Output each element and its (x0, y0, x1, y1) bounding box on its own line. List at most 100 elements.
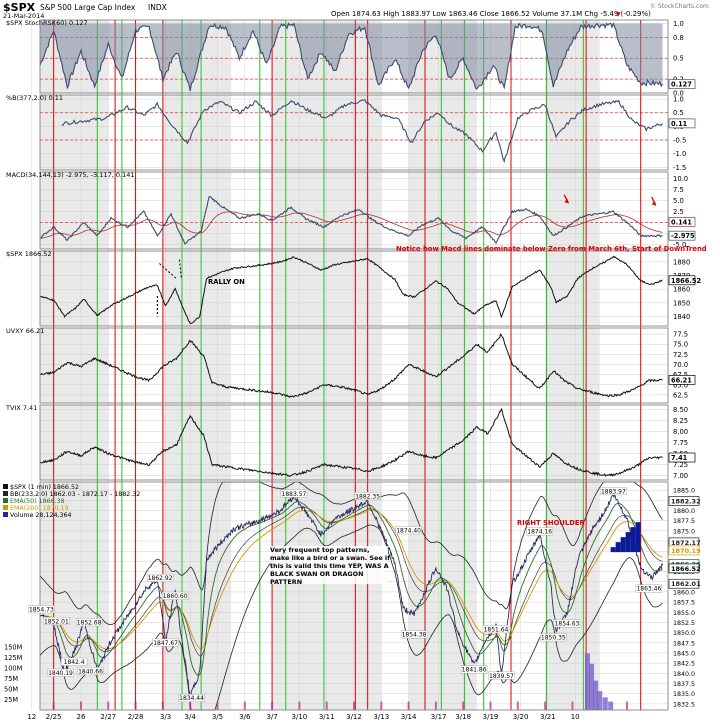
tick-label-uvxy: 65.0 (673, 381, 688, 389)
tick-label-main: 1857.5 (673, 600, 695, 607)
tick-label-pctb: -0.5 (673, 137, 686, 145)
panel-frame-pctb (39, 94, 669, 171)
tick-label-spx: 1880 (673, 258, 690, 266)
price-label: 1850.35 (541, 635, 566, 642)
pctb-line (61, 99, 663, 164)
shade-band-spx (545, 251, 600, 326)
price-label: 1840.66 (78, 668, 103, 675)
tick-label-uvxy: 62.5 (673, 391, 688, 399)
price-label-box (47, 668, 74, 677)
tick-label-uvxy: 77.5 (673, 331, 688, 339)
tick-label-uvxy: 75.0 (673, 341, 688, 349)
x-tick-label: 3/12 (346, 713, 362, 721)
tick-label-pctb: 0.5 (673, 109, 684, 117)
x-tick-label: 3/17 (431, 713, 447, 721)
uvxy-line (39, 332, 663, 399)
tick-label-main: 1852.5 (673, 620, 695, 627)
volume-open-bar (107, 701, 110, 710)
volume-bar (584, 653, 590, 710)
legend-volume: Volume 28,124,364 (10, 512, 71, 519)
grid-lines (31, 20, 668, 710)
tick-label-tvix: 8.25 (673, 417, 688, 425)
price-label-box (400, 630, 428, 639)
index-name: S&P 500 Large Cap Index (40, 3, 136, 12)
stochrsi-legend: $SPX StochRSI(60) 0.127 (6, 19, 88, 27)
price-label: 1851.64 (484, 626, 509, 633)
price-label-box (354, 492, 381, 500)
volume-open-bar (462, 701, 465, 710)
price-label: 1852.01 (44, 618, 69, 625)
price-label-box (75, 618, 103, 627)
price-label-box (488, 671, 515, 680)
last-value-macd: -2.975 (671, 232, 695, 240)
macd-signal-line (40, 211, 663, 239)
exchange: INDX (148, 3, 167, 12)
price-label-box (482, 625, 510, 634)
price-label: 1847.67 (153, 640, 178, 647)
tick-label-tvix: 7.75 (673, 439, 688, 447)
macd-line (39, 195, 663, 245)
volume-open-bar (626, 701, 629, 710)
price-label: 1842.4 (64, 659, 85, 666)
tick-label-main: 1840.0 (673, 671, 695, 678)
tick-label-main: 1835.0 (673, 691, 695, 698)
price-label-box (526, 527, 553, 536)
stochrsi-fill (40, 23, 663, 92)
volume-tick-label: 75M (4, 675, 18, 683)
price-label-box (178, 694, 205, 702)
main-last-value-box (668, 496, 700, 506)
price-label: 1883.57 (282, 491, 307, 498)
volume-bar (597, 691, 603, 710)
legend-swatch-price (3, 484, 8, 489)
volume-tick-label: 25M (4, 696, 18, 704)
volume-open-bar (134, 701, 137, 710)
tick-label-stochrsi: 0.0 (673, 90, 684, 98)
tick-label-tvix: 8.50 (673, 406, 688, 414)
x-tick-label: 3/3 (160, 713, 171, 721)
last-value-spx: 1866.52 (671, 277, 701, 285)
price-label: 1834.44 (179, 695, 204, 702)
volume-open-bar (353, 701, 355, 710)
shade-band-macd (408, 172, 477, 249)
last-value-pctb: 0.11 (671, 120, 688, 128)
volume-open-bar (516, 701, 519, 710)
price-label: 1863.46 (636, 586, 661, 593)
price-label: 1852.68 (77, 620, 102, 627)
price-label: 1883.97 (601, 488, 626, 495)
shade-band-macd (40, 172, 109, 249)
price-label: 1860.60 (163, 593, 188, 600)
volume-tick-label: 50M (4, 686, 18, 694)
legend-swatch-volume (3, 512, 8, 517)
annotation-marks (156, 194, 657, 553)
macd-red-arrowhead-icon (564, 198, 570, 204)
right-shoulder-annotation: RIGHT SHOULDER (517, 519, 586, 527)
x-tick-label: 3/5 (212, 713, 223, 721)
ohlc-summary: Open 1874.63 High 1883.97 Low 1863.46 Cl… (331, 10, 651, 18)
shade-band-spx (408, 251, 477, 326)
x-tick-label: 12 (27, 713, 36, 721)
price-label-box (152, 638, 179, 647)
tick-label-tvix: 8.00 (673, 428, 688, 436)
tick-label-spx: 1860 (673, 286, 690, 294)
right-shoulder-marker (630, 527, 636, 553)
shade-band-uvxy (545, 328, 600, 403)
last-value-stochrsi: 0.127 (671, 81, 692, 89)
tick-label-main: 1860.0 (673, 589, 695, 596)
tick-labels: 1.00.80.50.20.01.00.50.0-0.5-1.0-1.510.0… (4, 20, 695, 721)
price-label-box (280, 489, 308, 498)
last-value-tvix: 7.41 (671, 454, 688, 462)
last-value-box-pctb (668, 118, 696, 129)
watermark: © StockCharts.com (650, 3, 709, 10)
volume-bar (602, 697, 608, 710)
volume-open-bar (380, 701, 383, 710)
main-last-value-box (668, 578, 700, 589)
tick-label-main: 1847.5 (673, 640, 695, 647)
volume-tick-label: 125M (4, 654, 23, 662)
main-last-value: 1866.52 (671, 565, 701, 573)
price-labels: 1854.73 1852.01 1842.4 1840.19 1852.68 1840.6… (28, 79, 701, 702)
spx-line (39, 255, 663, 325)
panel-frame-uvxy (39, 327, 669, 404)
tick-label-main: 1832.5 (673, 701, 695, 708)
volume-open-bar (325, 701, 328, 710)
